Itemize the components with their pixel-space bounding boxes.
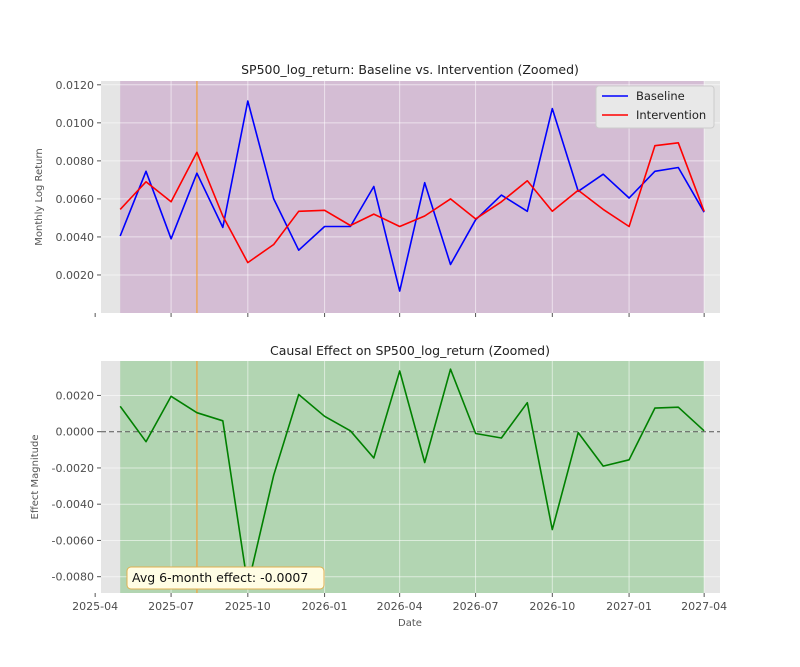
y-tick-label: 0.0060 <box>56 193 95 206</box>
y-tick-label: 0.0100 <box>56 117 95 130</box>
y-tick-label: 0.0020 <box>56 269 95 282</box>
annotation: Avg 6-month effect: -0.0007 <box>126 566 325 590</box>
x-tick-label: 2025-07 <box>148 600 194 613</box>
top-chart-title: SP500_log_return: Baseline vs. Intervent… <box>241 62 579 77</box>
x-tick-label: 2027-01 <box>606 600 652 613</box>
x-tick-label: 2027-04 <box>681 600 727 613</box>
x-axis-label: Date <box>398 618 422 629</box>
x-tick-label: 2026-07 <box>453 600 499 613</box>
bottom-panel: Causal Effect on SP500_log_return (Zoome… <box>30 343 727 629</box>
top-y-axis-label: Monthly Log Return <box>34 148 45 245</box>
x-tick-label: 2025-10 <box>225 600 271 613</box>
bottom-y-ticks: -0.0080 -0.0060 -0.0040 -0.0020 0.0000 0.0020 <box>52 389 101 584</box>
y-tick-label: 0.0020 <box>56 389 95 402</box>
bottom-x-ticks: 2025-04 2025-07 2025-10 2026-01 2026-04 2026-… <box>72 593 727 613</box>
annotation-text: Avg 6-month effect: -0.0007 <box>132 570 308 585</box>
y-tick-label: 0.0080 <box>56 155 95 168</box>
x-tick-label: 2026-10 <box>529 600 575 613</box>
y-tick-label: -0.0040 <box>52 498 94 511</box>
y-tick-label: -0.0020 <box>52 462 94 475</box>
series-line-baseline <box>119 100 705 292</box>
legend-label-baseline: Baseline <box>636 89 685 103</box>
bottom-shaded-period <box>120 361 705 593</box>
top-panel: SP500_log_return: Baseline vs. Intervent… <box>34 62 720 317</box>
y-tick-label: 0.0000 <box>56 426 95 439</box>
y-tick-label: 0.0120 <box>56 79 95 92</box>
annotation-box <box>126 566 325 590</box>
x-tick-label: 2026-01 <box>302 600 348 613</box>
series-line-intervention <box>119 142 705 264</box>
y-tick-label: 0.0040 <box>56 231 95 244</box>
bottom-series-line <box>119 368 705 587</box>
bottom-chart-title: Causal Effect on SP500_log_return (Zoome… <box>270 343 550 358</box>
top-series-lines <box>119 100 705 292</box>
top-y-ticks: 0.0020 0.0040 0.0060 0.0080 0.0100 0.0120 <box>56 79 101 282</box>
x-tick-label: 2026-04 <box>377 600 423 613</box>
legend: Baseline Intervention <box>595 85 715 129</box>
x-tick-label: 2025-04 <box>72 600 118 613</box>
y-tick-label: -0.0080 <box>52 571 94 584</box>
top-x-ticks <box>94 313 705 317</box>
bottom-y-axis-label: Effect Magnitude <box>30 435 41 520</box>
y-tick-label: -0.0060 <box>52 534 94 547</box>
legend-label-intervention: Intervention <box>636 108 706 122</box>
series-line-effect <box>119 368 705 587</box>
